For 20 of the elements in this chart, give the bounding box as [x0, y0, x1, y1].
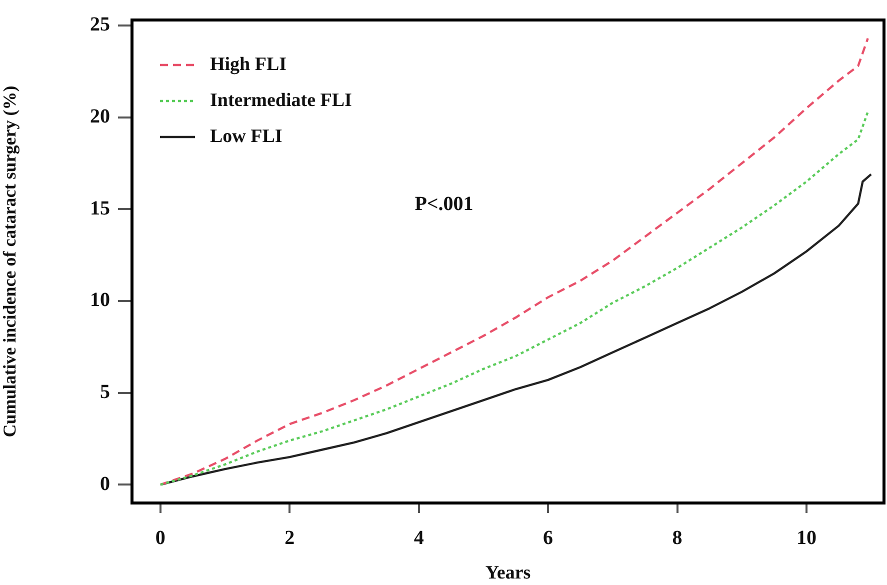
x-tick-label: 2 [284, 527, 295, 550]
y-tick-label: 0 [100, 472, 110, 495]
x-axis-title: Years [485, 562, 531, 584]
x-tick-label: 4 [414, 527, 424, 550]
y-axis-title: Cumulative incidence of cataract surgery (%) [0, 86, 20, 438]
y-tick-label: 20 [90, 106, 110, 128]
legend-label: High FLI [210, 54, 287, 75]
y-tick-label: 5 [100, 380, 110, 403]
x-tick-label: 8 [672, 527, 682, 550]
x-tick-label: 0 [155, 527, 166, 550]
y-tick-label: 10 [90, 289, 110, 312]
line-series [159, 37, 869, 486]
y-tick-label: 15 [90, 197, 110, 220]
annotation: P<.001 [414, 193, 474, 216]
legend-label: Intermediate FLI [210, 90, 352, 111]
legend-label: Low FLI [210, 126, 282, 147]
y-tick-label: 25 [90, 14, 110, 36]
x-tick-label: 10 [796, 527, 816, 550]
x-tick-label: 6 [543, 527, 554, 550]
line-series [159, 110, 869, 486]
